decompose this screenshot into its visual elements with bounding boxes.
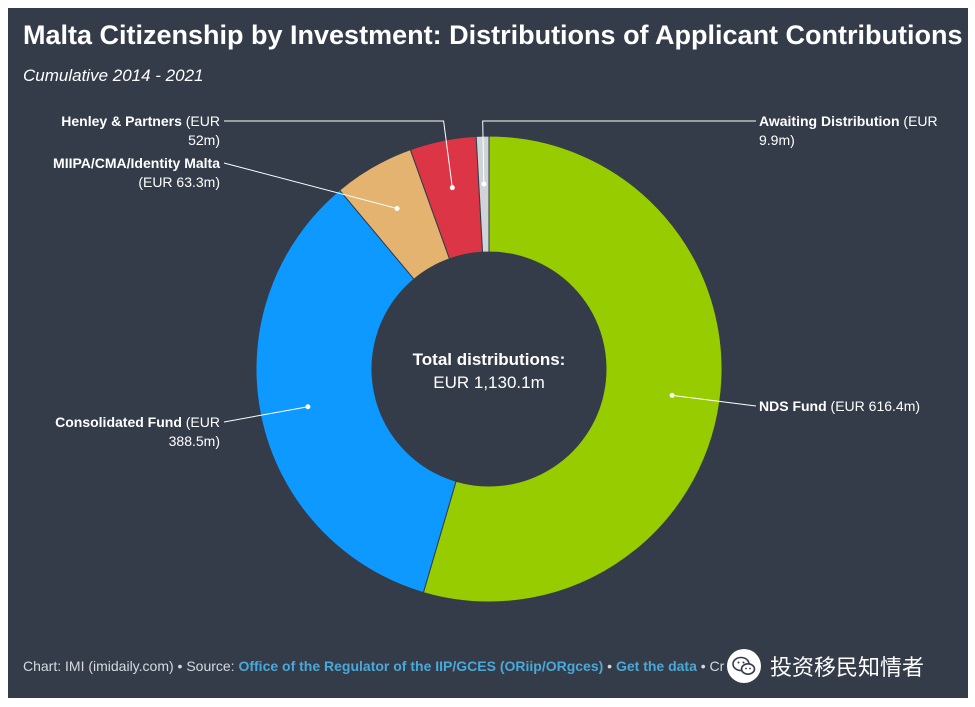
- donut-slice-nds-fund[interactable]: [422, 135, 723, 603]
- slice-label-value: (EUR 9.9m): [759, 113, 938, 148]
- donut-chart: Total distributions: EUR 1,130.1m: [223, 120, 757, 603]
- leader-line-miipa-cma-identity-malta: [223, 162, 398, 209]
- leader-dot-nds-fund: [669, 392, 675, 398]
- slice-label-awaiting: Awaiting Distribution (EUR 9.9m): [759, 112, 959, 150]
- leader-line-awaiting-distribution: [482, 120, 756, 185]
- donut-slice-awaiting-distribution[interactable]: [475, 135, 490, 253]
- slice-label-name: Consolidated Fund: [55, 414, 182, 430]
- slice-label-name: Awaiting Distribution: [759, 113, 900, 129]
- leader-dot-henley-partners: [449, 185, 455, 191]
- leader-line-consolidated-fund: [223, 406, 308, 423]
- center-value: EUR 1,130.1m: [433, 373, 545, 392]
- footer-suffix: • Cr: [696, 658, 725, 674]
- slice-label-name: MIIPA/CMA/Identity Malta: [53, 155, 220, 171]
- donut-slice-consolidated-fund[interactable]: [255, 189, 457, 594]
- slice-label-miipa: MIIPA/CMA/Identity Malta (EUR 63.3m): [20, 154, 220, 192]
- slice-label-consolidated-fund: Consolidated Fund (EUR 388.5m): [20, 413, 220, 451]
- leader-dot-consolidated-fund: [305, 404, 311, 410]
- slice-label-henley: Henley & Partners (EUR 52m): [50, 112, 220, 150]
- leader-line-henley-partners: [224, 120, 453, 188]
- slice-label-value: (EUR 388.5m): [168, 414, 220, 449]
- footer-credit: Chart: IMI (imidaily.com) • Source:: [23, 658, 239, 674]
- get-data-link[interactable]: Get the data: [615, 658, 697, 674]
- watermark-text: 投资移民知情者: [770, 656, 925, 681]
- wechat-icon: [727, 649, 761, 683]
- chart-footer: Chart: IMI (imidaily.com) • Source: Offi…: [23, 658, 724, 674]
- chart-title: Malta Citizenship by Investment: Distrib…: [23, 20, 963, 50]
- watermark: 投资移民知情者: [726, 646, 966, 686]
- chart-card: Malta Citizenship by Investment: Distrib…: [8, 8, 968, 698]
- slice-label-value: (EUR 616.4m): [830, 398, 921, 414]
- leader-dot-awaiting-distribution: [481, 181, 487, 187]
- center-title: Total distributions:: [413, 350, 566, 369]
- source-link[interactable]: Office of the Regulator of the IIP/GCES …: [238, 658, 604, 674]
- slice-label-name: NDS Fund: [759, 398, 827, 414]
- slice-label-value: (EUR 52m): [185, 113, 220, 148]
- footer-separator: •: [603, 658, 616, 674]
- leader-dot-miipa-cma-identity-malta: [394, 205, 400, 211]
- slice-label-nds-fund: NDS Fund (EUR 616.4m): [759, 397, 959, 416]
- slice-label-value: (EUR 63.3m): [138, 174, 220, 190]
- leader-line-nds-fund: [672, 394, 757, 407]
- chart-subtitle: Cumulative 2014 - 2021: [23, 66, 204, 85]
- slice-label-name: Henley & Partners: [61, 113, 182, 129]
